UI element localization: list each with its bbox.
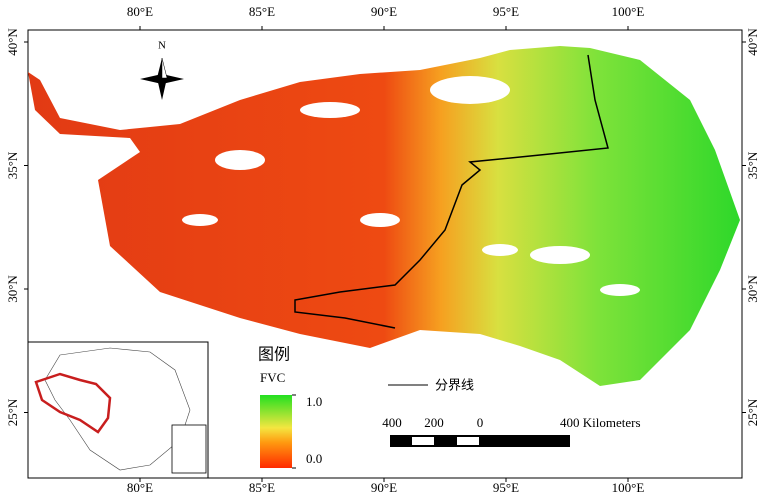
lon-label: 85°E: [249, 4, 275, 19]
lon-label: 95°E: [493, 480, 519, 495]
colorbar: [260, 395, 292, 468]
scale-label: 0: [477, 415, 484, 430]
north-label: N: [158, 40, 166, 52]
lat-label: 25°N: [5, 398, 20, 426]
lat-label: 35°N: [5, 151, 20, 179]
lat-label: 40°N: [745, 28, 760, 56]
lat-label: 40°N: [5, 28, 20, 56]
scale-label: 400 Kilometers: [560, 415, 641, 430]
lat-label: 30°N: [745, 275, 760, 303]
boundary-line: [294, 54, 609, 329]
scale-label: 200: [424, 415, 444, 430]
lon-label: 80°E: [127, 4, 153, 19]
scale-bar: 400 200 0 400 Kilometers: [382, 415, 641, 447]
lon-label: 100°E: [612, 4, 645, 19]
boundary-legend-label: 分界线: [435, 379, 474, 394]
lon-label: 90°E: [371, 4, 397, 19]
lon-label: 90°E: [371, 480, 397, 495]
no-data-patches: [182, 76, 640, 296]
legend-title: 图例: [258, 345, 290, 364]
inset-map: [27, 341, 209, 479]
lat-label: 30°N: [5, 275, 20, 303]
colorbar-label: 1.0: [306, 394, 322, 409]
legend-variable: FVC: [260, 370, 285, 385]
lon-label: 95°E: [493, 4, 519, 19]
lon-label: 85°E: [249, 480, 275, 495]
lat-label: 25°N: [745, 398, 760, 426]
lon-label: 100°E: [612, 480, 645, 495]
scale-label: 400: [382, 415, 402, 430]
lon-label: 80°E: [127, 480, 153, 495]
north-arrow: N: [140, 40, 184, 100]
lat-label: 35°N: [745, 151, 760, 179]
colorbar-label: 0.0: [306, 451, 322, 466]
